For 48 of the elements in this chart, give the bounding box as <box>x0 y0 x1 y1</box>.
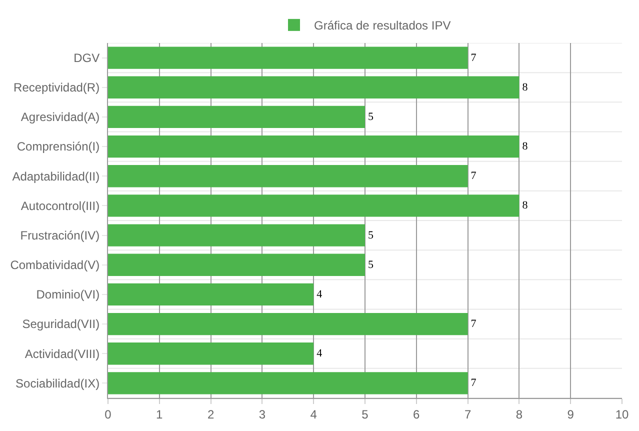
y-tick-label: Seguridad(VII) <box>22 317 100 332</box>
x-tick-label: 5 <box>362 407 369 422</box>
bar <box>108 254 365 276</box>
x-tick-label: 10 <box>615 407 629 422</box>
x-tick-label: 6 <box>413 407 420 422</box>
bar <box>108 135 520 158</box>
data-label: 8 <box>522 200 528 212</box>
data-label: 7 <box>470 52 477 64</box>
legend-label: Gráfica de resultados IPV <box>314 18 451 33</box>
data-label: 5 <box>368 229 374 242</box>
data-label: 8 <box>522 140 528 153</box>
data-label: 7 <box>470 318 477 330</box>
data-label: 4 <box>316 288 323 300</box>
y-tick-label: Dominio(VI) <box>36 288 100 302</box>
data-label: 5 <box>368 258 374 271</box>
x-tick-label: 8 <box>516 407 523 422</box>
x-tick-label: 1 <box>156 407 164 422</box>
y-tick-label: Receptividad(R) <box>14 80 100 95</box>
bar <box>108 194 520 217</box>
y-tick-label: Sociabilidad(IX) <box>16 376 100 390</box>
y-tick-label: Combatividad(V) <box>10 258 100 272</box>
bar <box>108 76 520 98</box>
bar <box>108 106 365 128</box>
bar <box>108 283 314 306</box>
x-tick-label: 7 <box>464 407 472 422</box>
data-label: 4 <box>316 348 323 360</box>
data-label: 7 <box>470 377 477 390</box>
bar <box>108 46 468 69</box>
y-tick-label: Comprensión(I) <box>16 140 100 154</box>
bar <box>108 165 468 188</box>
y-tick-label: DGV <box>74 50 100 65</box>
bar <box>108 224 365 246</box>
x-tick-label: 9 <box>567 407 574 422</box>
x-tick-label: 2 <box>207 407 214 422</box>
data-label: 5 <box>368 110 374 123</box>
y-tick-label: Agresividad(A) <box>20 110 100 124</box>
y-tick-label: Adaptabilidad(II) <box>12 169 100 184</box>
y-tick-label: Actividad(VIII) <box>24 346 100 361</box>
data-label: 7 <box>470 170 477 182</box>
bar <box>108 312 468 336</box>
bar <box>108 372 468 394</box>
x-tick-label: 4 <box>310 407 318 422</box>
data-label: 8 <box>522 81 528 94</box>
x-tick-label: 0 <box>104 407 112 422</box>
x-tick-label: 3 <box>258 407 266 422</box>
bar <box>108 342 314 365</box>
y-tick-label: Frustración(IV) <box>20 228 100 242</box>
y-tick-label: Autocontrol(III) <box>20 198 100 213</box>
